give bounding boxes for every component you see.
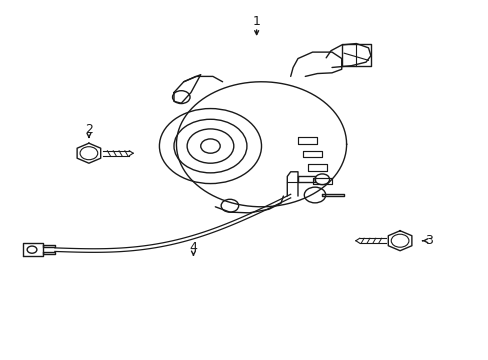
Text: 1: 1 bbox=[252, 14, 260, 27]
Text: 4: 4 bbox=[189, 241, 197, 255]
Text: 3: 3 bbox=[425, 234, 432, 247]
Text: 2: 2 bbox=[85, 123, 93, 136]
